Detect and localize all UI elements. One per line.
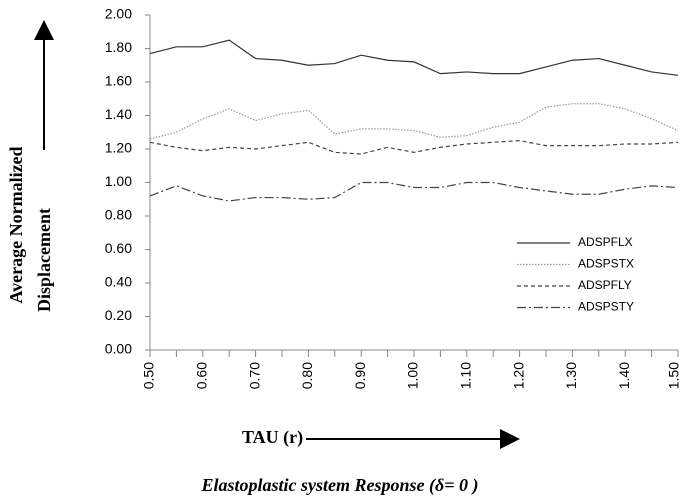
- x-tick-label: 1.10: [458, 362, 474, 389]
- y-tick-label: 1.20: [105, 140, 132, 156]
- x-tick-label: 1.50: [666, 362, 682, 389]
- x-tick-label: 1.20: [510, 362, 526, 389]
- y-tick-label: 0.00: [105, 341, 132, 357]
- x-tick-label: 1.30: [563, 362, 579, 389]
- legend-label: ADSPFLY: [578, 278, 632, 292]
- y-tick-label: 1.80: [105, 39, 132, 55]
- y-tick-label: 2.00: [105, 6, 132, 22]
- y-tick-label: 0.60: [105, 240, 132, 256]
- y-tick-label: 0.20: [105, 307, 132, 323]
- series-line: [149, 39, 679, 76]
- legend-label: ADSPSTY: [578, 300, 634, 314]
- y-tick-label: 0.40: [105, 274, 132, 290]
- y-axis-label: Average Normalized: [6, 146, 26, 303]
- series-line: [149, 103, 679, 140]
- chart-title: Elastoplastic system Response (δ= 0 ): [201, 475, 479, 496]
- x-tick-label: 0.90: [352, 362, 368, 389]
- legend-label: ADSPFLX: [578, 235, 633, 249]
- x-axis-label: TAU (r): [242, 427, 303, 448]
- x-tick-label: 0.80: [299, 362, 315, 389]
- series-line: [149, 181, 679, 202]
- x-tick-label: 0.70: [246, 362, 262, 389]
- series-line: [149, 140, 679, 155]
- x-tick-label: 1.40: [616, 362, 632, 389]
- x-tick-label: 1.00: [405, 362, 421, 389]
- y-tick-label: 1.00: [105, 173, 132, 189]
- y-tick-label: 1.60: [105, 73, 132, 89]
- y-axis-label: Displacement: [34, 208, 54, 312]
- x-tick-label: 0.60: [194, 362, 210, 389]
- legend-label: ADSPSTX: [578, 257, 634, 271]
- y-tick-label: 1.40: [105, 106, 132, 122]
- x-tick-label: 0.50: [141, 362, 157, 389]
- y-tick-label: 0.80: [105, 207, 132, 223]
